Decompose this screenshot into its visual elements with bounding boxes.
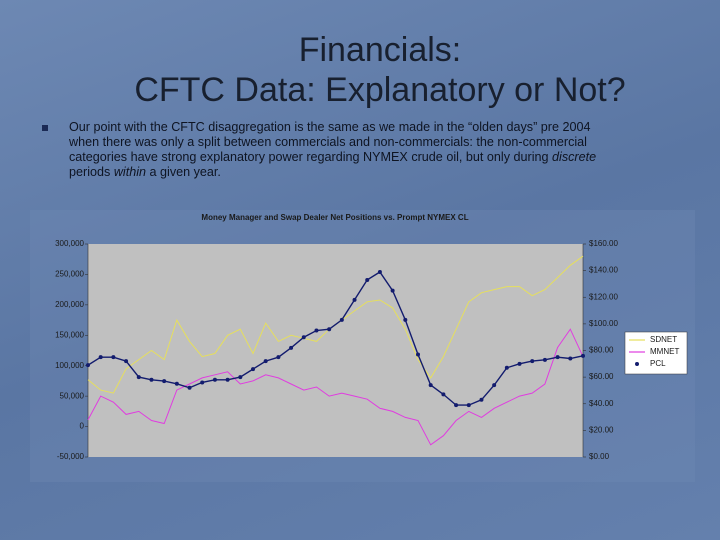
data-point: [352, 297, 357, 302]
data-point: [568, 356, 573, 361]
y2-tick-label: $40.00: [589, 399, 614, 408]
data-point: [149, 377, 154, 382]
data-point: [377, 269, 382, 274]
data-point: [225, 377, 230, 382]
data-point: [454, 403, 459, 408]
data-point: [314, 328, 319, 333]
data-point: [441, 392, 446, 397]
data-point: [542, 357, 547, 362]
series-line: [87, 328, 584, 446]
y2-tick-label: $80.00: [589, 346, 614, 355]
data-point: [530, 359, 535, 364]
data-point: [263, 359, 268, 364]
y2-tick-label: $160.00: [589, 239, 618, 248]
data-point: [111, 355, 116, 360]
data-point: [339, 317, 344, 322]
data-point: [212, 377, 217, 382]
data-point: [416, 352, 420, 357]
y-tick-label: 150,000: [55, 330, 84, 339]
plot-area: [88, 244, 583, 457]
data-point: [365, 277, 370, 282]
bullet-marker: [42, 125, 48, 131]
data-point: [124, 359, 129, 364]
data-point: [390, 288, 395, 293]
data-point: [479, 397, 484, 402]
slide-title: Financials: CFTC Data: Explanatory or No…: [60, 30, 700, 110]
data-point: [162, 379, 167, 384]
data-point: [276, 355, 281, 360]
data-point: [428, 383, 433, 388]
y2-tick-label: $0.00: [589, 452, 610, 461]
legend-label: SDNET: [650, 335, 677, 344]
data-point: [174, 381, 179, 386]
series-line: [87, 271, 584, 406]
y2-tick-label: $120.00: [589, 292, 618, 301]
data-point: [504, 365, 509, 370]
text-run: periods: [69, 165, 114, 179]
data-point: [581, 353, 585, 358]
data-point: [289, 345, 294, 350]
y-tick-label: 250,000: [55, 270, 84, 279]
y2-tick-label: $140.00: [589, 266, 618, 275]
text-run: discrete: [552, 150, 597, 164]
data-point: [492, 383, 497, 388]
title-line: CFTC Data: Explanatory or Not?: [134, 71, 626, 109]
data-point: [403, 317, 408, 322]
bullet-text: Our point with the CFTC disaggregation i…: [69, 120, 614, 180]
y-tick-label: 100,000: [55, 361, 84, 370]
legend-label: PCL: [650, 359, 666, 368]
y2-tick-label: $100.00: [589, 319, 618, 328]
text-run: Our point with the CFTC disaggregation i…: [69, 120, 591, 164]
data-point: [555, 355, 560, 360]
legend-box: [624, 331, 688, 375]
data-point: [301, 335, 306, 340]
data-point: [200, 380, 205, 385]
data-point: [136, 375, 141, 380]
text-run: within: [113, 165, 147, 179]
data-point: [466, 403, 471, 408]
data-point: [238, 375, 243, 380]
y2-tick-label: $60.00: [589, 372, 614, 381]
y-tick-label: 50,000: [60, 391, 85, 400]
legend-marker: [635, 362, 639, 366]
legend-label: MMNET: [650, 347, 679, 356]
y-tick-label: -50,000: [57, 452, 85, 461]
data-point: [187, 385, 192, 390]
chart-title: Money Manager and Swap Dealer Net Positi…: [201, 213, 468, 222]
y-tick-label: 200,000: [55, 300, 84, 309]
y-tick-label: 0: [80, 422, 85, 431]
data-point: [517, 361, 522, 366]
y2-tick-label: $20.00: [589, 425, 614, 434]
title-line: Financials:: [298, 31, 462, 69]
y-tick-label: 300,000: [55, 239, 84, 248]
data-point: [98, 355, 103, 360]
data-point: [251, 367, 255, 372]
text-run: a given year.: [146, 165, 221, 179]
data-point: [86, 363, 90, 368]
data-point: [327, 327, 332, 332]
